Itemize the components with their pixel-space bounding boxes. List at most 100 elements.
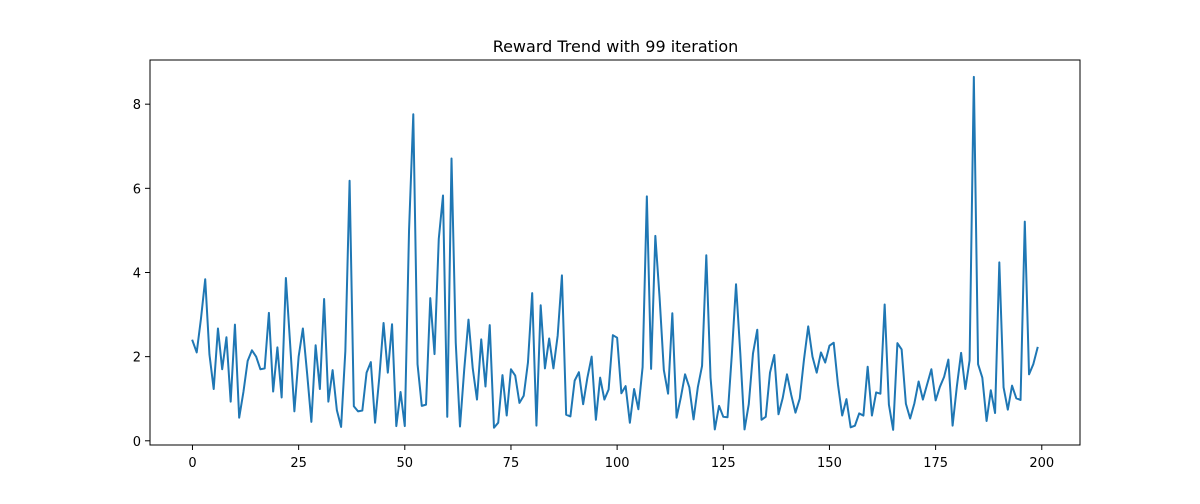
data-point	[650, 368, 652, 370]
data-point	[544, 367, 546, 369]
data-point	[285, 277, 287, 279]
data-point	[607, 388, 609, 390]
data-point	[633, 388, 635, 390]
data-point	[926, 383, 928, 385]
x-tick-label: 125	[711, 456, 736, 471]
data-point	[225, 336, 227, 338]
data-point	[769, 371, 771, 373]
axes-frame	[149, 59, 1081, 446]
data-point	[845, 398, 847, 400]
data-point	[302, 327, 304, 329]
y-tick-label: 0	[133, 435, 141, 450]
data-point	[382, 322, 384, 324]
data-point	[1028, 373, 1030, 375]
data-point	[816, 371, 818, 373]
data-point	[752, 352, 754, 354]
data-point	[841, 414, 843, 416]
data-point	[191, 339, 193, 341]
data-point	[595, 419, 597, 421]
data-point	[582, 403, 584, 405]
data-point	[680, 396, 682, 398]
data-point	[871, 414, 873, 416]
data-point	[905, 403, 907, 405]
data-point	[726, 416, 728, 418]
data-point	[493, 427, 495, 429]
data-point	[234, 323, 236, 325]
data-point	[565, 414, 567, 416]
data-point	[272, 390, 274, 392]
data-point	[276, 346, 278, 348]
data-point	[612, 334, 614, 336]
data-point	[837, 383, 839, 385]
data-point	[714, 428, 716, 430]
data-point	[229, 400, 231, 402]
data-point	[930, 368, 932, 370]
data-point	[603, 398, 605, 400]
data-point	[514, 374, 516, 376]
y-tick-label: 8	[133, 98, 141, 113]
data-point	[259, 368, 261, 370]
data-point	[760, 419, 762, 421]
data-point	[701, 365, 703, 367]
data-point	[455, 342, 457, 344]
data-point	[637, 408, 639, 410]
data-point	[709, 376, 711, 378]
data-point	[327, 400, 329, 402]
data-point	[353, 405, 355, 407]
data-point	[531, 292, 533, 294]
x-tick-label: 75	[503, 456, 520, 471]
data-point	[518, 402, 520, 404]
data-point	[1032, 363, 1034, 365]
data-point	[217, 327, 219, 329]
data-point	[998, 261, 1000, 263]
data-point	[578, 371, 580, 373]
data-point	[782, 397, 784, 399]
data-point	[977, 363, 979, 365]
data-point	[310, 421, 312, 423]
y-tick-label: 4	[133, 266, 141, 281]
data-point	[255, 355, 257, 357]
data-point	[344, 350, 346, 352]
data-point	[476, 398, 478, 400]
data-point	[896, 342, 898, 344]
data-point	[391, 323, 393, 325]
data-point	[943, 376, 945, 378]
data-point	[934, 399, 936, 401]
data-point	[739, 352, 741, 354]
data-point	[280, 396, 282, 398]
data-point	[323, 298, 325, 300]
data-point	[319, 388, 321, 390]
data-point	[900, 348, 902, 350]
x-tick-label: 150	[817, 456, 842, 471]
data-point	[399, 391, 401, 393]
data-point	[523, 395, 525, 397]
data-point	[467, 318, 469, 320]
chart-title: Reward Trend with 99 iteration	[493, 37, 739, 56]
data-point	[489, 324, 491, 326]
data-point	[922, 398, 924, 400]
data-point	[875, 391, 877, 393]
data-point	[803, 358, 805, 360]
x-tick-label: 0	[188, 456, 196, 471]
data-point	[735, 283, 737, 285]
data-point	[314, 344, 316, 346]
data-point	[599, 376, 601, 378]
data-point	[794, 411, 796, 413]
y-tick-label: 2	[133, 351, 141, 366]
data-point	[951, 424, 953, 426]
data-point	[238, 416, 240, 418]
data-point	[412, 113, 414, 115]
data-point	[773, 354, 775, 356]
data-point	[913, 402, 915, 404]
data-point	[336, 409, 338, 411]
plot-area: 0 25 50 75 100 125 150 175 200 0 2 4 6 8	[133, 59, 1081, 471]
data-point	[731, 354, 733, 356]
data-point	[964, 388, 966, 390]
data-point	[824, 361, 826, 363]
data-point	[917, 380, 919, 382]
data-point	[994, 412, 996, 414]
data-point	[692, 418, 694, 420]
data-point	[705, 254, 707, 256]
data-point	[561, 274, 563, 276]
data-point	[480, 338, 482, 340]
